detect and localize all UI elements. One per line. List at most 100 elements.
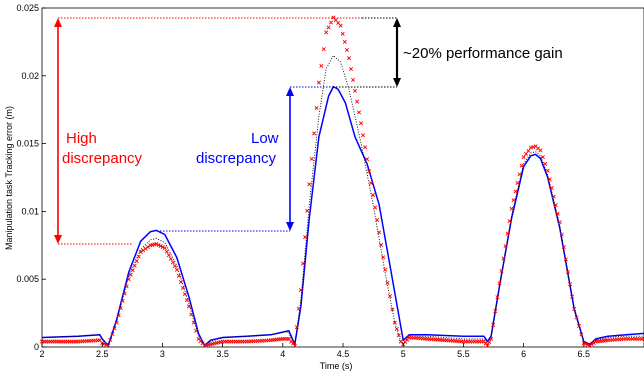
red-x-marker (499, 268, 504, 273)
red-x-marker (641, 336, 644, 341)
red-x-marker (545, 168, 550, 173)
red-x-marker (576, 323, 582, 329)
red-x-marker (300, 261, 305, 266)
x-tick-label: 4.5 (337, 349, 350, 359)
red-x-marker (194, 328, 199, 333)
red-x-marker (493, 309, 498, 314)
red-x-marker (342, 39, 347, 44)
red-x-marker (526, 148, 531, 153)
red-x-marker (359, 121, 364, 126)
red-x-marker (517, 172, 522, 177)
red-x-marker (581, 340, 586, 345)
red-x-marker (309, 156, 314, 161)
red-x-marker (543, 161, 548, 166)
red-x-marker (118, 306, 123, 311)
red-x-marker (559, 232, 564, 237)
red-x-marker (298, 288, 303, 293)
red-x-marker (189, 312, 194, 317)
red-x-marker (122, 291, 127, 296)
low-discrepancy-label-line1: Low (251, 130, 279, 147)
red-x-marker (172, 264, 177, 269)
red-x-marker (106, 343, 111, 348)
red-x-marker (136, 254, 141, 259)
red-x-marker (141, 248, 146, 253)
red-x-marker (321, 47, 326, 52)
y-tick-label: 0.02 (21, 71, 39, 81)
x-tick-label: 5 (401, 349, 406, 359)
red-x-marker (385, 280, 390, 285)
red-x-marker (547, 177, 552, 182)
red-x-marker (319, 63, 324, 68)
red-x-marker (553, 203, 558, 208)
red-x-marker (363, 145, 368, 150)
red-x-marker (138, 250, 143, 255)
red-x-marker (379, 242, 384, 247)
red-x-marker (307, 182, 312, 187)
red-x-marker (361, 133, 366, 138)
red-x-marker (371, 193, 376, 198)
x-tick-label: 5.5 (457, 349, 470, 359)
red-x-marker (513, 189, 518, 194)
red-x-marker (303, 235, 308, 240)
red-x-marker (579, 332, 584, 337)
red-x-marker (377, 230, 382, 235)
red-x-marker (130, 268, 135, 273)
performance-gain-arrow (393, 18, 401, 87)
red-x-marker (176, 273, 181, 278)
red-x-marker (164, 249, 169, 254)
red-x-marker (381, 255, 386, 260)
red-x-marker (340, 31, 345, 36)
y-axis-title: Manipulation task Tracking error (m) (4, 106, 14, 250)
red-x-marker (156, 242, 161, 247)
blue-solid-line (41, 85, 644, 347)
red-x-marker (585, 342, 590, 347)
red-x-marker (505, 231, 510, 236)
red-x-marker (383, 267, 388, 272)
red-x-marker (509, 206, 514, 211)
red-x-marker (168, 256, 173, 261)
x-axis-title: Time (s) (320, 361, 353, 371)
red-x-marker (555, 211, 560, 216)
x-tick-label: 4 (280, 349, 285, 359)
red-x-marker (126, 277, 131, 282)
red-x-marker (549, 185, 554, 190)
red-x-marker (112, 326, 117, 331)
ticks-layer: 2 2.5 3 3.5 4 4.5 5 5.5 6 6.5 0 0.005 0.01 0.015 0.02 0… (16, 3, 590, 359)
red-x-marker (511, 198, 516, 203)
red-x-marker (495, 295, 500, 300)
red-x-marker (305, 208, 310, 213)
axis-titles: Time (s) Manipulation task Tracking erro… (4, 106, 352, 371)
x-tick-label: 3 (160, 349, 165, 359)
red-x-marker (120, 298, 125, 303)
y-tick-label: 0 (34, 342, 39, 352)
x-tick-label: 6.5 (578, 349, 591, 359)
red-x-marker (178, 279, 183, 284)
red-x-marker (102, 341, 107, 346)
red-x-marker (166, 253, 171, 258)
red-x-marker (162, 245, 167, 251)
red-x-marker (324, 30, 329, 35)
red-x-marker (357, 110, 362, 115)
red-x-marker (114, 320, 119, 325)
red-x-marker (507, 219, 512, 224)
y-tick-label: 0.005 (16, 274, 39, 284)
red-x-marker (365, 157, 370, 162)
low-discrepancy-label-line2: discrepancy (196, 150, 277, 167)
red-x-marker (116, 313, 121, 318)
red-x-marker (145, 244, 150, 250)
red-x-marker (523, 151, 529, 157)
red-x-marker (296, 306, 301, 311)
red-x-marker (551, 194, 556, 199)
red-x-marker (394, 326, 399, 331)
red-x-marker (312, 131, 317, 136)
red-x-marker (373, 205, 378, 210)
red-x-marker (491, 322, 496, 327)
series-layer (39, 15, 644, 348)
high-discrepancy-label-line2: discrepancy (62, 150, 143, 167)
red-x-marker (100, 340, 105, 345)
high-discrepancy-arrow (54, 18, 62, 244)
red-x-marker (568, 282, 573, 287)
high-discrepancy-label-line1: High (66, 130, 97, 147)
red-x-marker (367, 169, 372, 174)
